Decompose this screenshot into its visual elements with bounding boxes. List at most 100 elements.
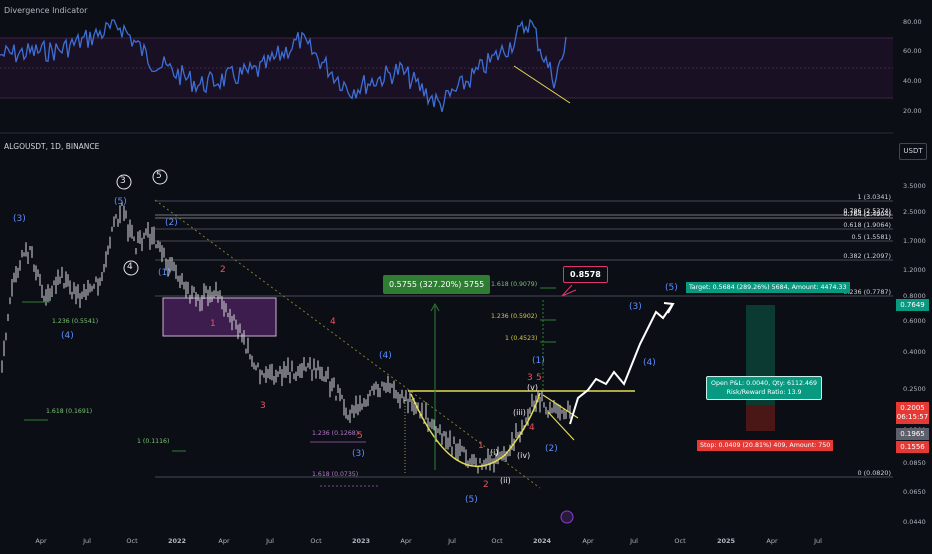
wave-b3b: (3) — [629, 302, 642, 312]
stop-label: Stop: 0.0409 (20.81%) 409, Amount: 750 — [697, 440, 834, 451]
price-tick: 0.0650 — [903, 488, 926, 496]
badge-stop: 0.1556 — [896, 441, 929, 453]
pnl-line1: Open P&L: 0.0040, Qty: 6112.469 — [711, 380, 818, 387]
price-tick: 0.8000 — [903, 292, 926, 300]
stop-zone — [746, 405, 775, 431]
fib-label-1: 0.786 (2.5374) — [843, 207, 891, 215]
time-tick: Jul — [447, 537, 456, 545]
measure-arrowhead — [430, 302, 440, 312]
left-level-1236: 1.236 (0.5541) — [52, 318, 99, 325]
circle-5-ring — [152, 169, 168, 185]
time-tick: Apr — [766, 537, 778, 545]
wave-iv: (iv) — [517, 451, 531, 460]
downtrend-line — [154, 199, 541, 489]
pnl-line2: Risk/Reward Ratio: 13.9 — [726, 389, 802, 396]
wave-p4a: (4) — [61, 331, 74, 341]
wave-p3a: (3) — [13, 214, 26, 224]
fib-label-7: 0 (0.0820) — [858, 469, 891, 477]
event-marker[interactable] — [560, 510, 574, 524]
symbol-label[interactable]: ALGOUSDT, 1D, BINANCE — [4, 142, 100, 151]
wave-circ-4: 4 — [127, 262, 133, 272]
time-axis[interactable]: Apr Jul Oct 2022 Apr Jul Oct 2023 Apr Jul Oct 2024 A… — [35, 537, 822, 545]
price-candles — [1, 201, 571, 474]
fib-label-6: 0.236 (0.7787) — [843, 288, 891, 296]
indicator-divergence-line — [513, 65, 571, 104]
price-tick: 0.2500 — [903, 385, 926, 393]
badge-mid-price: 0.2005 — [900, 404, 925, 412]
wave-i: (i) — [490, 448, 499, 457]
wave-b5b: (5) — [665, 283, 678, 293]
ext-level-1618: 1.618 (0.9079) — [491, 281, 538, 288]
left-level-1: 1 (0.1116) — [137, 438, 170, 445]
left-level-1236b: 1.236 (0.1268) — [312, 430, 359, 437]
time-tick: Oct — [674, 537, 686, 545]
wave-r1b: 1 — [478, 441, 484, 451]
indicator-tick: 60.00 — [903, 47, 922, 55]
pnl-box: Open P&L: 0.0040, Qty: 6112.469 Risk/Rew… — [706, 376, 823, 400]
circle-3-ring — [116, 174, 132, 190]
wave-r3: 3 — [260, 401, 266, 411]
price-tick: 3.5000 — [903, 182, 926, 190]
wave-p2a: (2) — [165, 218, 178, 228]
time-tick: Jul — [82, 537, 91, 545]
price-tick: 1.7000 — [903, 237, 926, 245]
indicator-tick: 20.00 — [903, 107, 922, 115]
wave-b2b: (2) — [545, 444, 558, 454]
wave-r1: 1 — [210, 319, 216, 329]
callout-tail — [561, 284, 577, 297]
time-tick: 2025 — [717, 537, 736, 545]
left-level-1618: 1.618 (0.1691) — [46, 408, 93, 415]
time-tick: Apr — [400, 537, 412, 545]
ext-level-1236: 1.236 (0.5902) — [491, 313, 538, 320]
wave-b3: (3) — [352, 449, 365, 459]
wave-circ-5: 5 — [156, 171, 162, 181]
fib-label-3: 0.618 (1.9064) — [843, 221, 891, 229]
projection-arrowhead — [663, 302, 675, 314]
wave-iii: (iii) — [513, 408, 526, 417]
price-tick: 1.2000 — [903, 266, 926, 274]
fib-label-5: 0.382 (1.2097) — [843, 252, 891, 260]
time-tick: Apr — [218, 537, 230, 545]
indicator-axis: 80.00 60.00 40.00 20.00 — [903, 18, 922, 115]
time-tick: Jul — [265, 537, 274, 545]
fib-retracement: 1 (3.0341) 0.786 (2.5374)0.764 (2.4904) 0.… — [155, 193, 893, 478]
wave-r5: 5 — [357, 431, 363, 441]
time-tick: Apr — [582, 537, 594, 545]
price-tick: 0.0850 — [903, 459, 926, 467]
time-tick: Jul — [813, 537, 822, 545]
left-level-1618b: 1.618 (0.0735) — [312, 471, 359, 478]
wave-circ-3: 3 — [120, 176, 126, 186]
cup-curve — [410, 392, 541, 468]
wave-b4b: (4) — [643, 358, 656, 368]
badge-countdown: 06:15:57 — [896, 413, 929, 421]
price-tick: 2.5000 — [903, 208, 926, 216]
time-tick: Oct — [491, 537, 503, 545]
fib-label-0: 1 (3.0341) — [858, 193, 891, 201]
indicator-line — [0, 18, 567, 113]
indicator-title[interactable]: Divergence Indicator — [4, 6, 88, 15]
price-tick: 0.6000 — [903, 317, 926, 325]
badge-current: 0.7649 — [896, 299, 929, 311]
indicator-tick: 40.00 — [903, 77, 922, 85]
wave-r2: 2 — [220, 265, 226, 275]
wave-r5b: 5 — [536, 373, 542, 383]
currency-button[interactable]: USDT — [899, 143, 927, 160]
wave-b5: (5) — [465, 495, 478, 505]
wave-v: (v) — [527, 383, 538, 392]
time-tick: 2022 — [168, 537, 186, 545]
price-axis[interactable]: 3.5000 2.5000 1.7000 1.2000 0.8000 0.6000 0.40… — [903, 182, 926, 526]
target-label: Target: 0.5684 (289.26%) 5684, Amount: 4… — [686, 282, 850, 293]
badge-entry: 0.1965 — [896, 428, 929, 440]
highlight-box — [162, 297, 277, 337]
circle-4-ring — [123, 260, 139, 276]
time-tick: 2024 — [533, 537, 552, 545]
price-tick: 0.0440 — [903, 518, 926, 526]
wave-p5a: (5) — [114, 197, 127, 207]
fib-label-4: 0.5 (1.5581) — [851, 233, 891, 241]
time-tick: Oct — [310, 537, 322, 545]
ext-level-1: 1 (0.4523) — [505, 335, 538, 342]
time-tick: 2023 — [352, 537, 370, 545]
wave-b1b: (1) — [532, 356, 545, 366]
